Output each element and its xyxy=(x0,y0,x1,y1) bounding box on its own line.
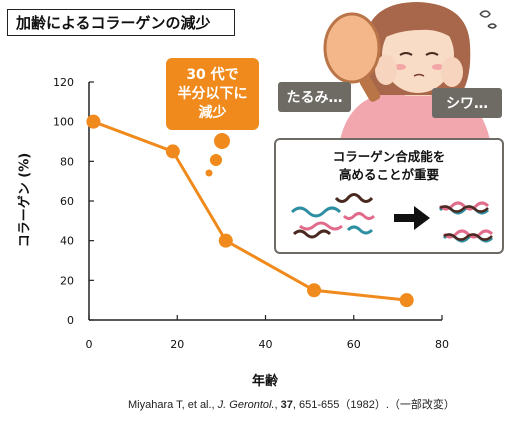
citation: Miyahara T, et al., J. Gerontol., 37, 65… xyxy=(128,399,455,411)
x-tick-label: 60 xyxy=(347,338,361,351)
arrow-icon xyxy=(394,206,430,230)
y-tick-label: 80 xyxy=(60,155,74,168)
wrinkles-tag: シワ… xyxy=(432,88,502,118)
callout-line-2: 半分以下に xyxy=(177,85,248,102)
info-text: コラーゲン合成能を 高めることが重要 xyxy=(276,148,502,184)
data-point xyxy=(399,293,414,308)
sagging-tag: たるみ… xyxy=(278,82,351,112)
citation-volume: 37 xyxy=(280,399,293,411)
thought-dot-large xyxy=(214,133,230,149)
y-tick-label: 100 xyxy=(53,116,74,129)
callout-line-1: 30 代で xyxy=(186,66,239,83)
callout-line-3: 減少 xyxy=(198,104,227,121)
citation-journal: J. Gerontol. xyxy=(217,399,275,411)
woman-with-mirror-illustration xyxy=(323,2,497,140)
x-axis-label: 年齢 xyxy=(251,374,279,389)
y-tick-label: 0 xyxy=(67,314,74,327)
y-tick-label: 20 xyxy=(60,274,74,287)
info-line-2: 高めることが重要 xyxy=(338,167,439,182)
citation-authors: Miyahara T, et al., xyxy=(128,399,218,411)
x-tick-label: 40 xyxy=(259,338,273,351)
figure-title: 加齢によるコラーゲンの減少 xyxy=(7,9,235,36)
data-point xyxy=(307,283,322,298)
data-point xyxy=(86,114,101,129)
y-axis-label: コラーゲン (%) xyxy=(17,152,33,248)
data-point xyxy=(165,144,180,159)
collagen-fibers-illustration xyxy=(290,193,494,243)
y-tick-label: 40 xyxy=(60,235,74,248)
callout-bubble: 30 代で 半分以下に 減少 xyxy=(166,58,259,130)
info-box: コラーゲン合成能を 高めることが重要 xyxy=(274,138,504,254)
thought-dot-small xyxy=(205,169,213,177)
chart-marks xyxy=(86,114,414,308)
data-point xyxy=(218,233,233,248)
y-tick-label: 60 xyxy=(60,195,74,208)
x-tick-label: 80 xyxy=(435,338,449,351)
info-line-1: コラーゲン合成能を xyxy=(332,149,446,164)
x-tick-label: 20 xyxy=(170,338,184,351)
citation-rest: , 651-655（1982）.（一部改変） xyxy=(292,399,455,411)
thought-dot-medium xyxy=(210,154,222,166)
y-tick-label: 120 xyxy=(53,76,74,89)
x-tick-label: 0 xyxy=(86,338,93,351)
axes: 0 20 40 60 80 100 120 0 20 40 60 80 xyxy=(53,76,449,351)
